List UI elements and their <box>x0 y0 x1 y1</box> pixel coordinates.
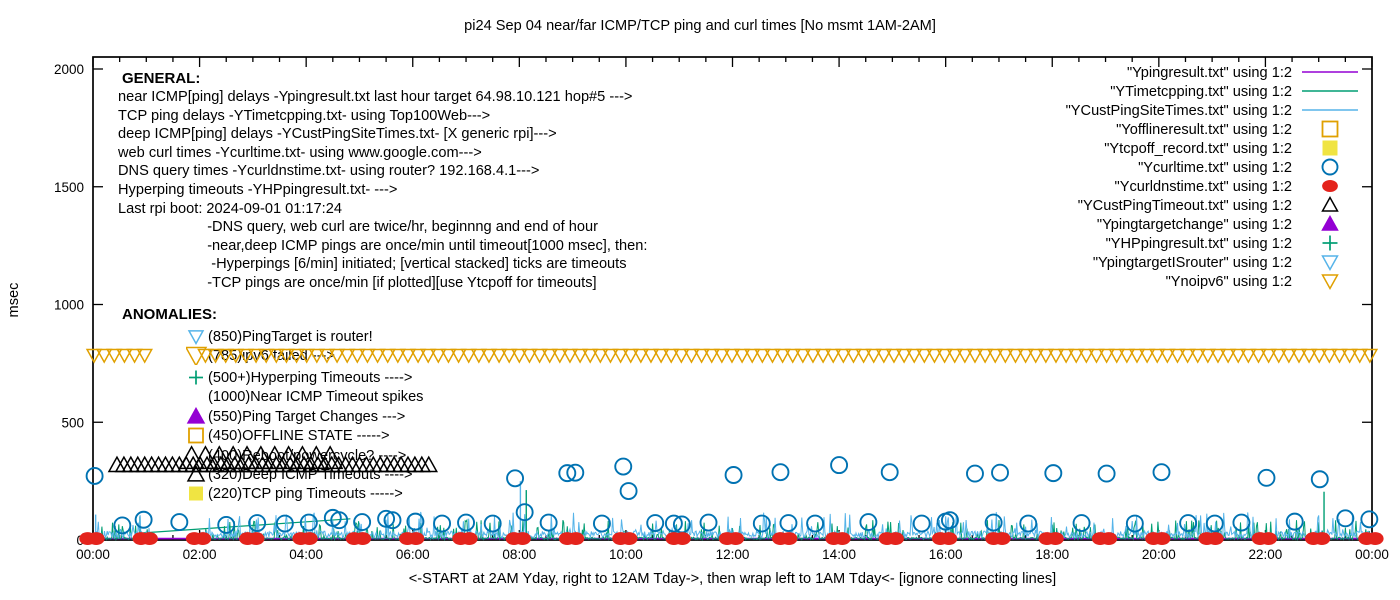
legend-label: "Yofflineresult.txt" using 1:2 <box>1116 122 1292 138</box>
anomaly-label: (450)OFFLINE STATE -----> <box>208 427 390 444</box>
legend-label: "Ypingtargetchange" using 1:2 <box>1097 217 1292 233</box>
anomaly-item: (550)Ping Target Changes ---> <box>186 407 405 426</box>
series <box>79 348 1384 545</box>
x-tick-label: 16:00 <box>929 547 963 562</box>
circle-open-icon <box>1321 158 1339 176</box>
general-line: TCP ping delays -YTimetcpping.txt- using… <box>118 107 491 124</box>
general-line: -TCP pings are once/min [if plotted][use… <box>118 275 597 291</box>
legend-label: "YCustPingSiteTimes.txt" using 1:2 <box>1066 103 1292 119</box>
general-line: -DNS query, web curl are twice/hr, begin… <box>118 219 598 236</box>
circle-fill-icon <box>1322 180 1338 192</box>
anomaly-label: (500+)Hyperping Timeouts ----> <box>208 369 413 386</box>
x-tick-label: 10:00 <box>609 547 643 562</box>
y-tick-label: 1500 <box>54 180 84 195</box>
tri-up-fill-icon <box>186 407 206 424</box>
legend-entry: "YpingtargetISrouter" using 1:2 <box>1093 255 1339 272</box>
anomaly-item: (450)OFFLINE STATE -----> <box>186 426 390 445</box>
anomaly-item: (220)TCP ping Timeouts -----> <box>186 484 403 503</box>
legend-entry: "YHPpingresult.txt" using 1:2 <box>1106 235 1338 252</box>
legend-entry: "YCustPingSiteTimes.txt" using 1:2 <box>1066 103 1358 119</box>
general-line: deep ICMP[ping] delays -YCustPingSiteTim… <box>118 126 557 143</box>
square-fill-icon <box>1322 140 1338 156</box>
legend-label: "Ypingresult.txt" using 1:2 <box>1127 65 1292 81</box>
legend-label: "YCustPingTimeout.txt" using 1:2 <box>1078 198 1292 214</box>
anomalies-heading: ANOMALIES: <box>122 306 217 323</box>
y-tick-label: 1000 <box>54 298 84 313</box>
x-tick-label: 08:00 <box>502 547 536 562</box>
anomaly-label: (220)TCP ping Timeouts -----> <box>208 485 403 502</box>
legend-label: "Ytcpoff_record.txt" using 1:2 <box>1104 141 1292 157</box>
anomaly-label: (850)PingTarget is router! <box>208 328 373 345</box>
legend-entry: "Yofflineresult.txt" using 1:2 <box>1116 120 1339 138</box>
anomaly-item: (1000)Near ICMP Timeout spikes <box>186 387 423 406</box>
general-line: DNS query times -Ycurldnstime.txt- using… <box>118 163 540 180</box>
general-line: near ICMP[ping] delays -Ypingresult.txt … <box>118 89 633 105</box>
legend-label: "YpingtargetISrouter" using 1:2 <box>1093 255 1292 271</box>
legend-label: "YHPpingresult.txt" using 1:2 <box>1106 236 1292 252</box>
square-fill-icon <box>189 486 203 501</box>
legend-entry: "Ytcpoff_record.txt" using 1:2 <box>1104 140 1338 157</box>
x-tick-label: 20:00 <box>1142 547 1176 562</box>
general-line: Hyperping timeouts -YHPpingresult.txt- -… <box>118 182 398 198</box>
x-tick-label: 14:00 <box>822 547 856 562</box>
plus-icon <box>189 370 203 385</box>
x-tick-label: 02:00 <box>183 547 217 562</box>
plus-icon <box>1322 235 1338 251</box>
chart-title: pi24 Sep 04 near/far ICMP/TCP ping and c… <box>464 18 936 34</box>
legend-label: "Ynoipv6" using 1:2 <box>1166 274 1292 290</box>
x-tick-label: 00:00 <box>1355 547 1389 562</box>
legend-entry: "Ycurltime.txt" using 1:2 <box>1138 158 1339 176</box>
x-tick-label: 04:00 <box>289 547 323 562</box>
anomaly-item: (500+)Hyperping Timeouts ----> <box>186 368 412 387</box>
legend-entry: "YCustPingTimeout.txt" using 1:2 <box>1078 195 1339 214</box>
x-tick-label: 12:00 <box>716 547 750 562</box>
x-tick-label: 00:00 <box>76 547 110 562</box>
y-tick-label: 500 <box>61 415 84 430</box>
x-axis-label: <-START at 2AM Yday, right to 12AM Tday-… <box>408 571 1057 587</box>
tri-up-open-icon <box>186 465 206 482</box>
general-line: -Hyperpings [6/min] initiated; [vertical… <box>118 256 627 273</box>
general-line: web curl times -Ycurltime.txt- using www… <box>118 144 482 161</box>
square-open-icon <box>1321 120 1339 138</box>
tri-down-open-icon <box>187 330 205 346</box>
tri-down-open-icon <box>1321 255 1339 272</box>
y-tick-label: 2000 <box>54 62 84 77</box>
square-open-icon <box>188 427 204 444</box>
x-tick-label: 22:00 <box>1249 547 1283 562</box>
anomaly-item: (850)PingTarget is router! <box>186 327 373 346</box>
legend-entry: "Ynoipv6" using 1:2 <box>1166 274 1339 291</box>
legend-entry: "Ycurldnstime.txt" using 1:2 <box>1115 179 1338 195</box>
anomaly-label: (1000)Near ICMP Timeout spikes <box>208 388 424 405</box>
general-heading: GENERAL: <box>122 70 201 87</box>
legend: "Ypingresult.txt" using 1:2 "YTimetcpping… <box>1066 65 1358 291</box>
tri-up-fill-icon <box>1321 214 1339 231</box>
series-ycustpingtimeout-txt <box>107 445 439 473</box>
tri-up-open-icon <box>1321 195 1339 212</box>
legend-label: "Ycurldnstime.txt" using 1:2 <box>1115 179 1292 195</box>
legend-entry: "Ypingtargetchange" using 1:2 <box>1097 214 1339 233</box>
series-ycurldnstime-txt <box>79 532 1384 545</box>
tri-down-open-icon <box>1321 274 1339 291</box>
legend-entry: "YTimetcpping.txt" using 1:2 <box>1110 84 1358 100</box>
legend-entry: "Ypingresult.txt" using 1:2 <box>1127 65 1358 81</box>
tri-down-open-icon <box>186 346 208 365</box>
general-line: -near,deep ICMP pings are once/min until… <box>118 237 648 254</box>
anomaly-label: (550)Ping Target Changes ---> <box>208 408 406 425</box>
series-ynoipv6 <box>85 348 1379 364</box>
general-line: Last rpi boot: 2024-09-01 01:17:24 <box>118 200 342 217</box>
x-tick-label: 18:00 <box>1035 547 1069 562</box>
x-tick-label: 06:00 <box>396 547 430 562</box>
legend-label: "Ycurltime.txt" using 1:2 <box>1138 160 1292 176</box>
legend-label: "YTimetcpping.txt" using 1:2 <box>1110 84 1292 100</box>
